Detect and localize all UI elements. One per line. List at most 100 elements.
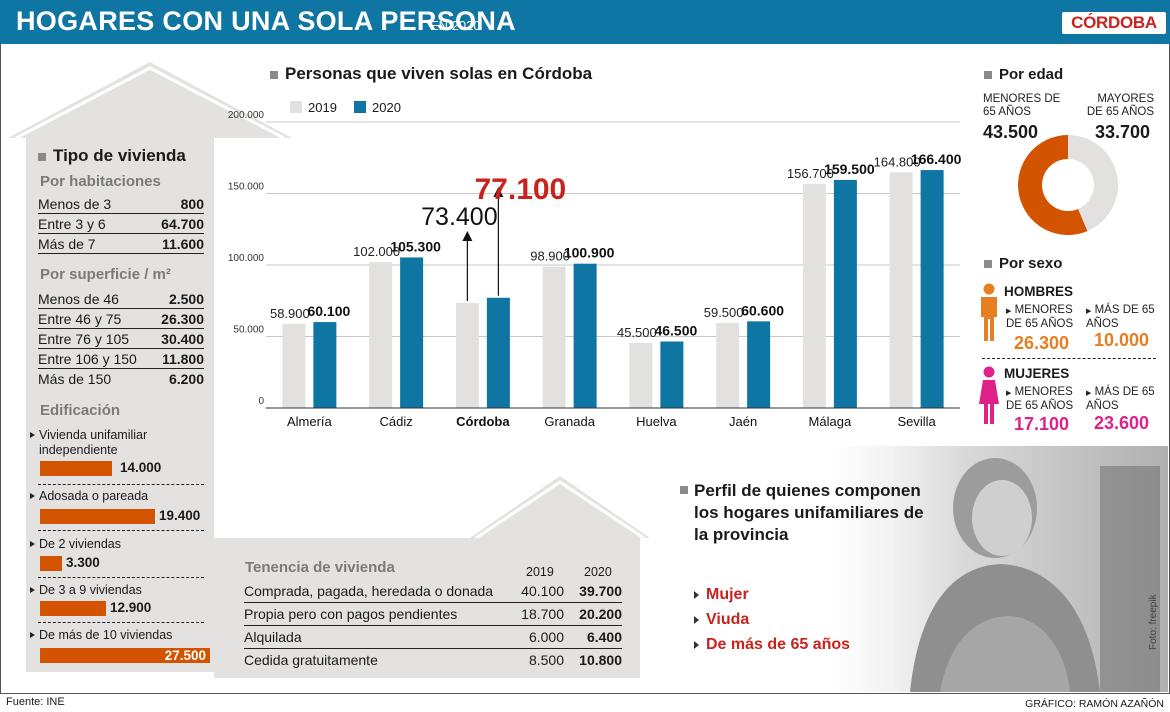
edificacion-value: 3.300 <box>66 555 100 570</box>
bar-2020 <box>747 321 771 408</box>
edad-donut-chart <box>1018 135 1118 235</box>
data-label-2020: 159.500 <box>824 161 875 177</box>
edificacion-bar <box>40 461 112 476</box>
graphic-credit: GRÁFICO: RAMÓN AZAÑÓN <box>1025 698 1164 710</box>
bullet-square-icon <box>984 260 992 269</box>
hombres-menores-label: ▶ MENORES DE 65 AÑOS <box>1006 304 1074 330</box>
man-icon <box>981 283 997 341</box>
bar-2019 <box>629 342 653 408</box>
bar-2020 <box>833 179 857 408</box>
bar-chart: 0 50.000 100.000 150.000 200.000 Almería 58.90… <box>228 110 962 429</box>
bar-2019 <box>716 322 740 408</box>
elderly-woman-photo <box>830 446 1168 692</box>
table-row: Entre 3 y 6 64.700 <box>38 216 204 234</box>
data-label-2020: 100.900 <box>564 245 615 261</box>
bar-2020 <box>920 170 944 408</box>
table-row: Entre 76 y 105 30.400 <box>38 331 204 349</box>
perfil-item-mujer: Mujer <box>694 586 749 604</box>
chart-title: Personas que viven solas en Córdoba <box>270 64 592 84</box>
logo-text: CÓRDOBA <box>1071 13 1157 32</box>
perfil-item-edad: De más de 65 años <box>694 636 850 654</box>
bullet-square-icon <box>38 152 46 161</box>
hombres-label: HOMBRES <box>1004 284 1074 299</box>
x-tick-label: Málaga <box>809 414 852 429</box>
edificacion-title: Edificación <box>40 402 121 419</box>
legend-swatch-2020 <box>354 101 366 113</box>
mujeres-menores-label: ▶ MENORES DE 65 AÑOS <box>1006 386 1074 412</box>
bar-2020 <box>660 341 684 408</box>
table-row: Entre 106 y 150 11.800 <box>38 351 204 369</box>
x-tick-label: Cádiz <box>380 414 413 429</box>
tenencia-title: Tenencia de vivienda <box>245 559 395 576</box>
divider <box>38 484 204 485</box>
house-body-right <box>214 538 640 678</box>
edad-menores-label: MENORES DE 65 AÑOS <box>983 93 1061 118</box>
bar-2019 <box>802 183 826 408</box>
photo-credit: Foto: freepik <box>1148 594 1159 650</box>
table-row: Más de 7 11.600 <box>38 236 204 254</box>
hombres-mayores-value: 10.000 <box>1094 330 1150 350</box>
edificacion-item: De 2 viviendas <box>30 537 206 552</box>
mujeres-mayores-value: 23.600 <box>1094 413 1150 433</box>
edad-mayores-label: MAYORES DE 65 AÑOS <box>1086 93 1154 118</box>
edificacion-bar: 27.500 <box>40 648 210 663</box>
bar-2019 <box>455 303 479 408</box>
house-body-left <box>26 136 214 672</box>
edad-menores-value: 43.500 <box>983 122 1039 142</box>
table-row: Alquilada 6.000 6.400 <box>244 626 622 649</box>
page-title: HOGARES CON UNA SOLA PERSONA <box>16 6 516 36</box>
y-tick-label: 100.000 <box>228 253 265 264</box>
bar-2020 <box>486 297 510 408</box>
table-row: Menos de 3 800 <box>38 196 204 214</box>
donut-slice-menores <box>1018 135 1088 235</box>
x-tick-label: Córdoba <box>456 414 510 429</box>
hombres-mayores-label: ▶ MÁS DE 65 AÑOS <box>1086 304 1155 330</box>
table-row: Propia pero con pagos pendientes 18.700 20… <box>244 603 622 626</box>
perfil-title: Perfil de quienes componen los hogares u… <box>680 480 930 546</box>
highlight-label-2020: 77.100 <box>474 173 566 206</box>
data-label-2020: 105.300 <box>390 238 441 254</box>
mujeres-mayores-label: ▶ MÁS DE 65 AÑOS <box>1086 386 1155 412</box>
edificacion-value: 14.000 <box>120 460 162 475</box>
bar-2019 <box>282 323 306 408</box>
highlight-label-2019: 73.400 <box>421 203 497 231</box>
arrow-head-icon <box>462 231 473 241</box>
divider <box>38 622 204 623</box>
superficie-title: Por superficie / m² <box>40 266 171 283</box>
newspaper-logo: CÓRDOBA <box>1062 12 1166 34</box>
perfil-item-viuda: Viuda <box>694 611 749 629</box>
bullet-square-icon <box>680 486 688 494</box>
source-note: Fuente: INE <box>6 696 65 708</box>
edad-mayores-value: 33.700 <box>1095 122 1151 142</box>
legend-swatch-2019 <box>290 101 302 113</box>
x-tick-label: Almería <box>287 414 333 429</box>
x-tick-label: Huelva <box>636 414 677 429</box>
divider <box>38 577 204 578</box>
bar-2019 <box>369 262 393 408</box>
y-tick-label: 0 <box>258 396 264 407</box>
data-label-2020: 60.600 <box>741 302 784 318</box>
table-row: Cedida gratuitamente 8.500 10.800 <box>244 652 622 668</box>
data-label-2019: 156.700 <box>787 166 834 181</box>
arrow-head-icon <box>493 187 504 197</box>
bar-2020 <box>573 263 597 408</box>
sexo-title: Por sexo <box>984 255 1062 272</box>
edificacion-bar <box>40 556 62 571</box>
house-roof-left <box>8 62 292 140</box>
bar-2019 <box>889 172 913 408</box>
data-label-2019: 45.500 <box>617 325 657 340</box>
edificacion-bar <box>40 509 155 524</box>
data-label-2020: 46.500 <box>654 323 697 339</box>
edificacion-item: Adosada o pareada <box>30 489 206 504</box>
divider <box>38 530 204 531</box>
page-subtitle: EN 2020 <box>430 18 481 33</box>
bar-2019 <box>542 266 566 408</box>
divider <box>982 358 1156 359</box>
x-tick-label: Jaén <box>729 414 757 429</box>
bar-2020 <box>400 257 424 408</box>
y-tick-label: 50.000 <box>233 325 264 336</box>
hombres-menores-value: 26.300 <box>1014 333 1070 353</box>
data-label-2020: 166.400 <box>911 151 962 167</box>
edificacion-item: De 3 a 9 viviendas <box>30 583 206 598</box>
data-label-2019: 164.800 <box>874 154 921 169</box>
